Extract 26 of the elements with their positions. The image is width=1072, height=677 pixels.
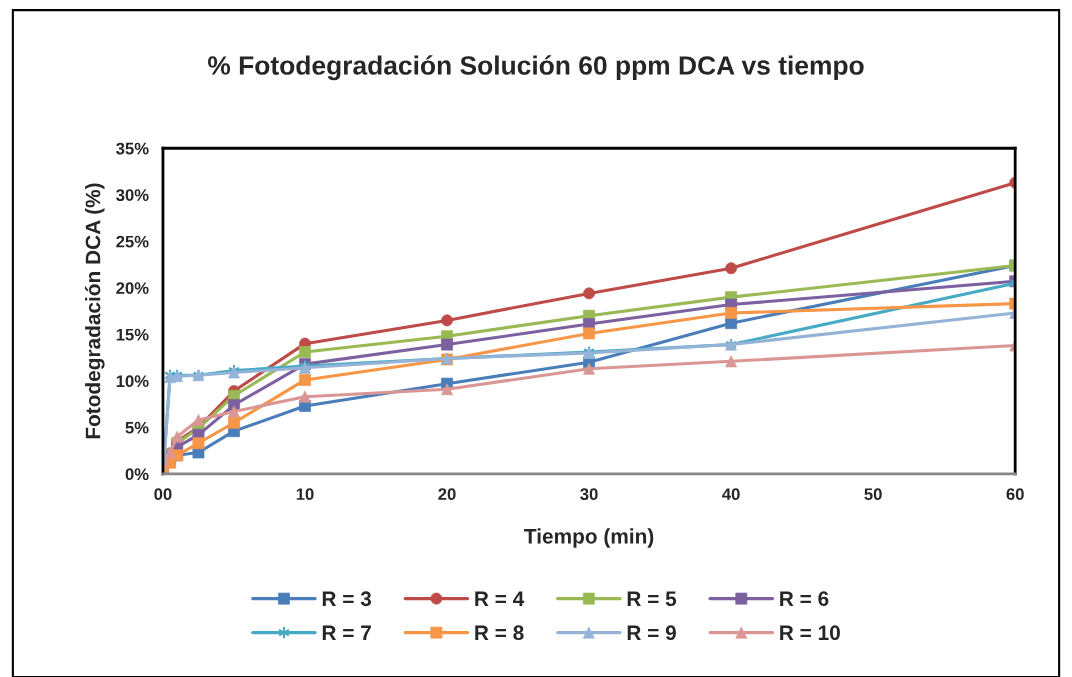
y-tick-label: 15% bbox=[116, 328, 149, 341]
y-tick-label: 20% bbox=[116, 282, 149, 295]
x-tick-label: 50 bbox=[864, 488, 882, 501]
legend-label: R = 10 bbox=[780, 625, 840, 641]
x-tick-label: 20 bbox=[438, 488, 456, 501]
x-tick-label: 00 bbox=[154, 488, 172, 501]
chart-title: % Fotodegradación Solución 60 ppm DCA vs tiempo bbox=[208, 55, 864, 81]
legend-label: R = 7 bbox=[322, 625, 371, 640]
y-axis-title: Fotodegradación DCA (%) bbox=[84, 183, 105, 439]
x-tick-label: 30 bbox=[580, 488, 598, 501]
y-tick-label: 10% bbox=[116, 375, 149, 388]
x-tick-label: 10 bbox=[296, 488, 314, 501]
y-tick-label: 5% bbox=[125, 421, 149, 434]
y-tick-label: 0% bbox=[125, 468, 149, 481]
legend-label: R = 6 bbox=[780, 591, 829, 607]
legend-label: R = 4 bbox=[475, 591, 525, 606]
y-tick-label: 35% bbox=[116, 142, 149, 155]
legend-label: R = 5 bbox=[627, 591, 677, 607]
y-tick-label: 30% bbox=[116, 189, 149, 202]
x-tick-label: 60 bbox=[1006, 488, 1024, 501]
legend-label: R = 9 bbox=[627, 625, 676, 641]
y-tick-label: 25% bbox=[116, 235, 149, 248]
legend-label: R = 3 bbox=[322, 591, 372, 607]
legend-label: R = 8 bbox=[475, 625, 524, 641]
x-tick-label: 40 bbox=[722, 488, 740, 501]
x-axis-title: Tiempo (min) bbox=[524, 528, 654, 548]
